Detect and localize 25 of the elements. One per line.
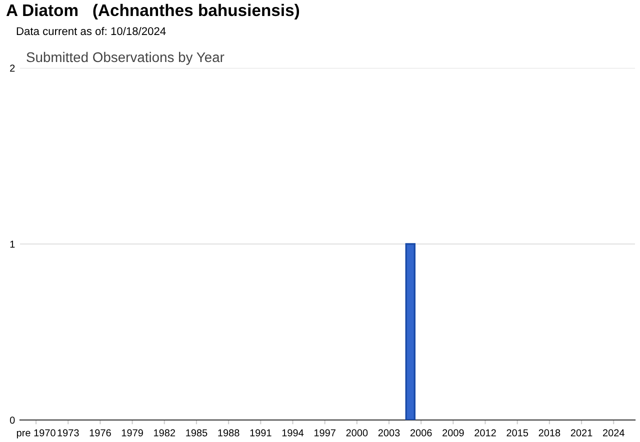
x-tick-label: 1997 — [314, 429, 336, 436]
y-tick-label: 2 — [10, 64, 15, 72]
x-tick-label: 2012 — [474, 429, 496, 436]
chart-subtitle: Data current as of: 10/18/2024 — [16, 26, 166, 36]
x-tick-label: 2021 — [570, 429, 592, 436]
x-tick-label: 1985 — [186, 429, 208, 436]
x-tick-label: 2003 — [378, 429, 400, 436]
x-tick-label: 1979 — [122, 429, 143, 436]
x-tick-label: 2006 — [410, 429, 432, 436]
x-tick-label: pre 1970 — [16, 429, 56, 438]
x-tick-label: 2018 — [538, 429, 560, 436]
x-tick-label: 1994 — [282, 429, 304, 436]
x-tick-label: 1976 — [90, 429, 111, 436]
x-tick-label: 2000 — [346, 429, 368, 436]
x-tick-label: 1982 — [154, 429, 176, 436]
x-tick-label: 2009 — [442, 429, 464, 436]
x-tick-label: 1991 — [250, 429, 272, 436]
x-tick-label: 1988 — [218, 429, 240, 436]
x-tick-label: 2024 — [602, 429, 624, 436]
y-tick-label: 1 — [10, 240, 15, 248]
x-tick-label: 2015 — [506, 429, 528, 436]
text: Submitted Observations by Year — [26, 52, 224, 65]
x-tick-label: 1973 — [58, 429, 79, 436]
y-tick-label: 0 — [10, 416, 15, 424]
chart-title: A Diatom (Achnanthes bahusiensis) — [6, 4, 300, 20]
